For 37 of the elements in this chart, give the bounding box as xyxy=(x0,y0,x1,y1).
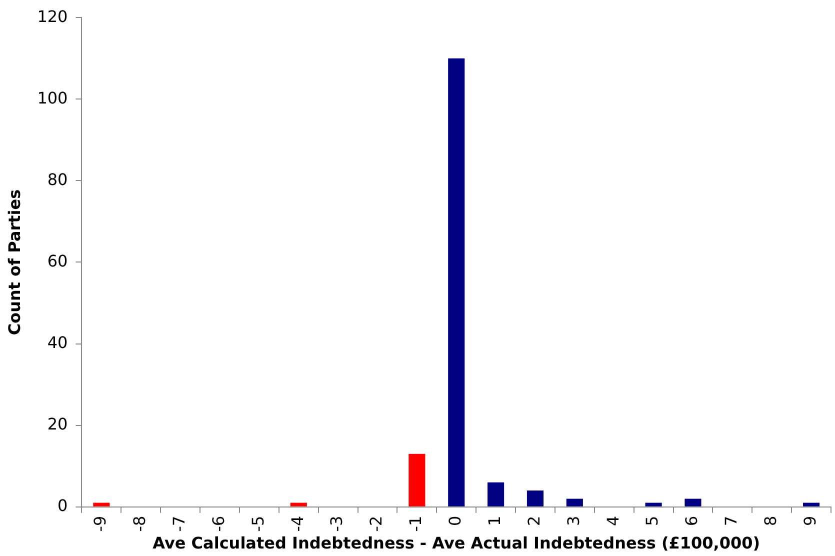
bar xyxy=(290,502,307,506)
x-tick-label: -4 xyxy=(288,516,307,532)
x-tick-label: -7 xyxy=(169,516,188,532)
x-tick-label: 0 xyxy=(446,516,465,526)
y-tick-label: 80 xyxy=(47,170,68,189)
x-tick-label: 1 xyxy=(484,516,504,526)
x-tick-label: -6 xyxy=(208,516,228,532)
x-tick-label: 8 xyxy=(761,516,780,526)
bar xyxy=(93,502,110,506)
y-tick-label: 100 xyxy=(37,88,68,108)
x-tick-label: 9 xyxy=(800,516,820,526)
bar xyxy=(684,498,702,506)
y-axis-title: Count of Parties xyxy=(4,189,24,336)
x-tick-label: 5 xyxy=(642,516,662,526)
bar xyxy=(566,498,583,506)
bar xyxy=(448,58,465,506)
bar xyxy=(408,454,426,506)
y-tick-label: 40 xyxy=(47,332,68,352)
bar xyxy=(645,502,662,506)
bar xyxy=(803,502,820,506)
x-tick-label: 7 xyxy=(722,516,741,526)
x-tick-label: 4 xyxy=(603,516,622,526)
y-tick-label: 60 xyxy=(47,251,68,270)
x-tick-label: 3 xyxy=(564,516,583,526)
x-tick-label: -8 xyxy=(130,516,150,532)
x-tick-label: 2 xyxy=(524,516,544,526)
bar xyxy=(526,490,544,506)
x-axis-title: Ave Calculated Indebtedness - Ave Actual Indebtedness (£100,000) xyxy=(152,534,760,553)
x-tick-label: -3 xyxy=(327,516,346,532)
y-tick-label: 120 xyxy=(37,6,68,26)
x-tick-label: -5 xyxy=(248,516,268,532)
x-tick-label: -2 xyxy=(366,516,386,532)
y-tick-label: 20 xyxy=(47,414,68,434)
x-tick-label: -9 xyxy=(90,516,110,532)
bar xyxy=(488,482,504,506)
x-tick-label: 6 xyxy=(682,516,702,526)
x-tick-label: -1 xyxy=(406,516,426,532)
